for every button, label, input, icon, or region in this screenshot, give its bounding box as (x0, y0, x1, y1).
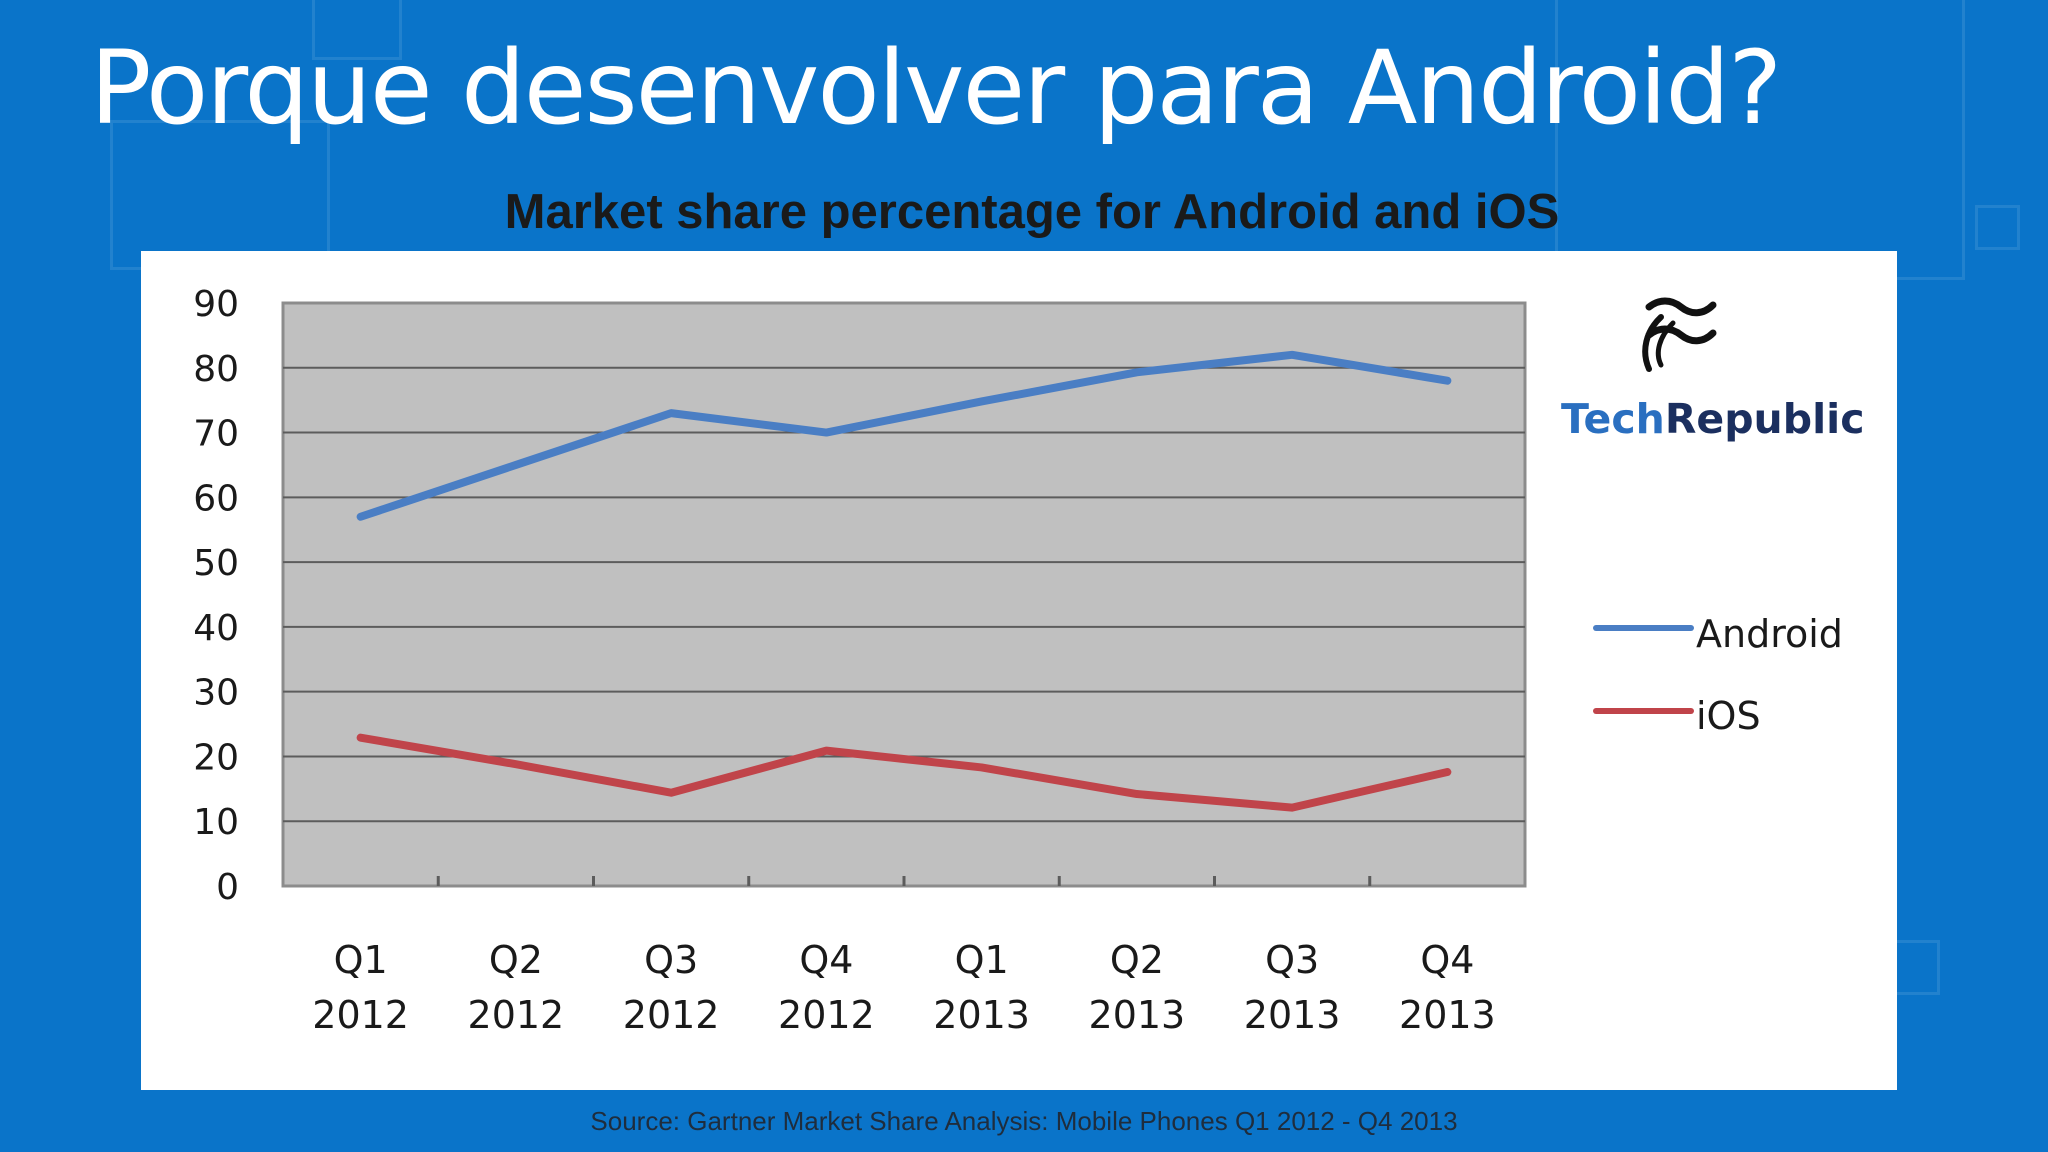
series-line-ios (356, 733, 1452, 812)
x-tick-label: Q3 2013 (1244, 938, 1341, 1037)
y-tick-label: 30 (193, 673, 239, 714)
source-note: Source: Gartner Market Share Analysis: M… (590, 1106, 1458, 1136)
x-tick-label: Q4 2013 (1399, 938, 1496, 1037)
y-tick-label: 50 (193, 543, 239, 584)
y-tick-label: 40 (193, 608, 239, 649)
y-axis: 0 10 20 30 40 50 60 70 80 90 (193, 284, 239, 908)
legend-label-android: Android (1696, 612, 1843, 656)
legend-label-ios: iOS (1696, 694, 1761, 738)
x-tick-label: Q4 2012 (778, 938, 875, 1037)
background-decoration (1975, 205, 2020, 250)
y-tick-label: 0 (216, 867, 239, 908)
techrepublic-logo: TechRepublic (1561, 297, 1865, 443)
chart-title-text: Market share percentage for Android and … (504, 185, 1560, 239)
plot-area (281, 301, 1527, 888)
series-line-android (356, 350, 1452, 521)
line-chart: 0 10 20 30 40 50 60 70 80 90 Q1 2012 Q2 2012 Q3 2012 Q4… (193, 284, 1865, 1037)
x-tick-label: Q3 2012 (623, 938, 720, 1037)
y-tick-label: 10 (193, 802, 239, 843)
background-decoration (312, 0, 402, 60)
series-lines (356, 350, 1452, 812)
background-decoration (1890, 940, 1940, 995)
x-tick-label: Q1 2012 (312, 938, 409, 1037)
logo-wordmark: TechRepublic (1561, 395, 1865, 443)
chart-panel: 0 10 20 30 40 50 60 70 80 90 Q1 2012 Q2 2012 Q3 2012 Q4… (141, 251, 1897, 1090)
y-tick-label: 80 (193, 349, 239, 390)
y-tick-label: 90 (193, 284, 239, 325)
slide-title: Porque desenvolver para Android? (90, 29, 1782, 148)
logo-tech-text: Tech (1561, 395, 1665, 443)
y-tick-label: 20 (193, 737, 239, 778)
logo-republic-text: Republic (1665, 395, 1865, 443)
y-tick-label: 60 (193, 478, 239, 519)
y-tick-label: 70 (193, 414, 239, 455)
legend: Android iOS (1593, 612, 1843, 738)
x-axis: Q1 2012 Q2 2012 Q3 2012 Q4 2012 Q1 2013 Q2 2013 Q3 20… (312, 876, 1496, 1037)
x-tick-label: Q1 2013 (933, 938, 1030, 1037)
x-tick-label: Q2 2012 (468, 938, 565, 1037)
techrepublic-logo-icon (1642, 297, 1717, 372)
chart-title: Market share percentage for Android and … (0, 184, 2048, 240)
x-tick-label: Q2 2013 (1089, 938, 1186, 1037)
